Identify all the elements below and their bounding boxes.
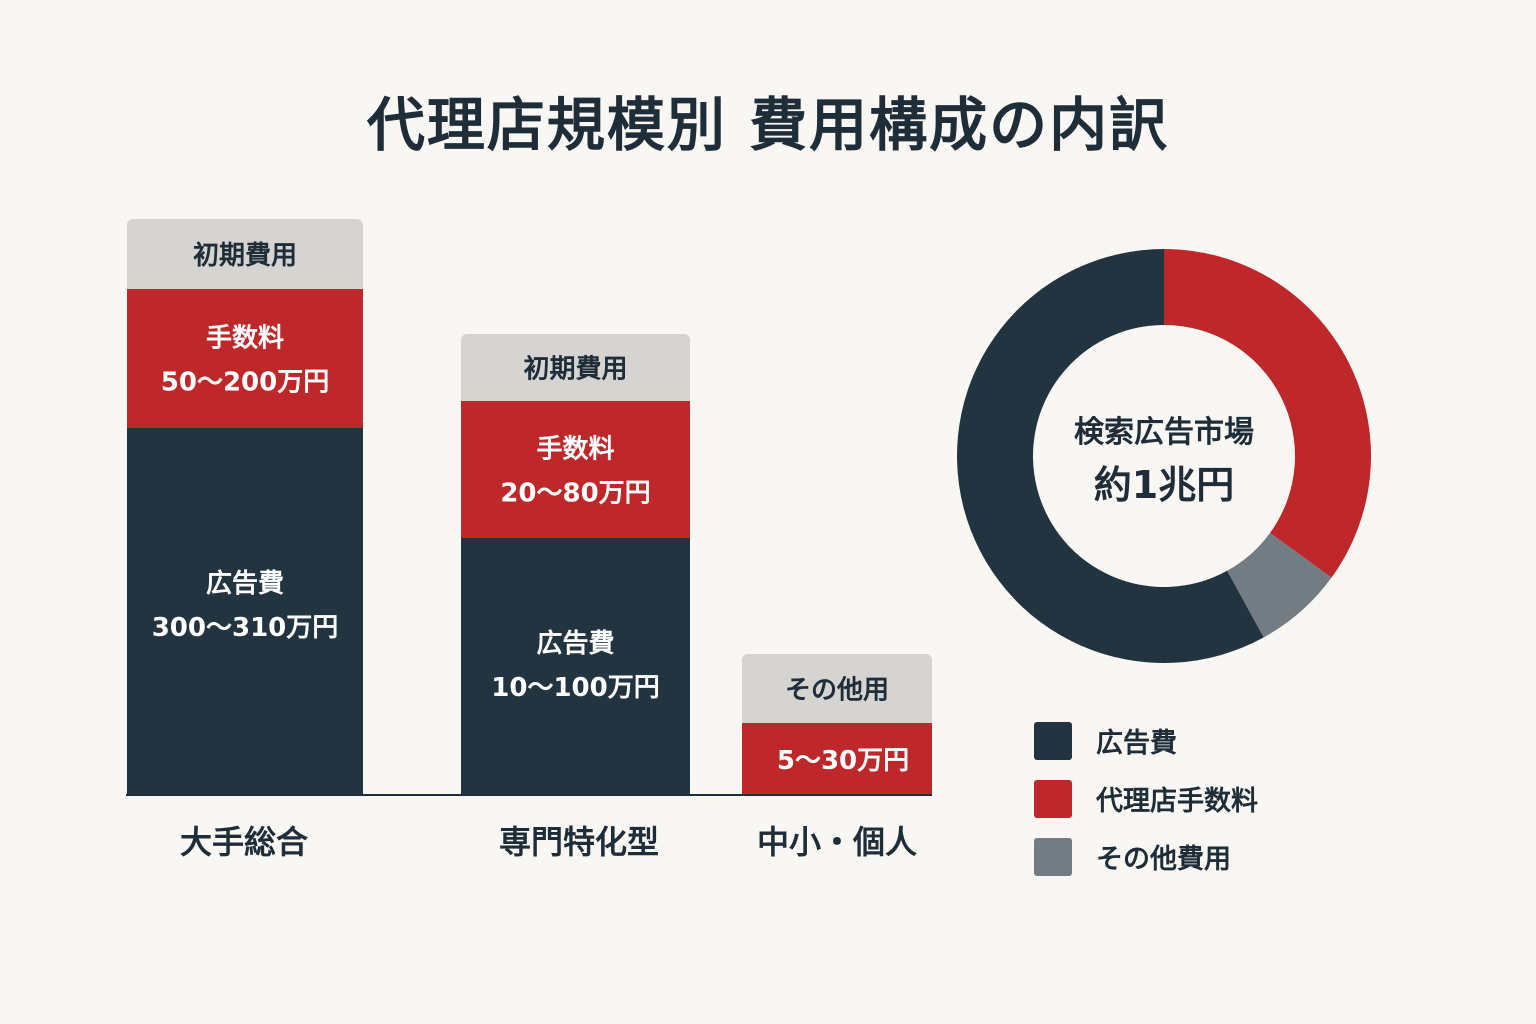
bar-header bbox=[127, 219, 363, 297]
legend-swatch bbox=[1034, 722, 1072, 760]
donut-slice bbox=[1227, 532, 1332, 638]
stacked-bar-group: 初期費用手数料50～200万円広告費300～310万円大手総合初期費用手数料20… bbox=[127, 219, 932, 861]
donut-center-value: 約1兆円 bbox=[1094, 463, 1234, 507]
segment-label: 手数料 bbox=[536, 435, 614, 465]
legend-label: 広告費 bbox=[1096, 727, 1177, 759]
legend-label: 代理店手数料 bbox=[1095, 786, 1258, 817]
legend-swatch bbox=[1034, 780, 1072, 818]
x-tick-label: 専門特化型 bbox=[499, 823, 659, 861]
bar-segment-ad bbox=[461, 538, 690, 795]
legend-item: 広告費 bbox=[1034, 722, 1177, 760]
bar-header-label: 初期費用 bbox=[193, 241, 297, 271]
segment-value: 50～200万円 bbox=[161, 368, 329, 398]
bar-segment-fee bbox=[127, 289, 363, 428]
segment-value: 300～310万円 bbox=[152, 613, 339, 643]
bar-segment-ad bbox=[127, 428, 363, 795]
donut-center-label: 検索広告市場 bbox=[1074, 415, 1254, 450]
segment-value: 5～30万円 bbox=[777, 746, 909, 776]
legend-item: 代理店手数料 bbox=[1034, 780, 1258, 818]
segment-label: 広告費 bbox=[206, 568, 284, 599]
donut-slice bbox=[957, 249, 1264, 663]
legend-item: その他費用 bbox=[1034, 838, 1231, 876]
x-tick-label: 中小・個人 bbox=[757, 823, 917, 861]
bar-header-label: その他用 bbox=[785, 676, 889, 706]
bar-header bbox=[461, 334, 690, 409]
chart-title: 代理店規模別 費用構成の内訳 bbox=[366, 91, 1170, 159]
segment-value: 20～80万円 bbox=[500, 479, 650, 509]
segment-label: 手数料 bbox=[206, 324, 284, 354]
legend-swatch bbox=[1034, 838, 1072, 876]
legend-label: その他費用 bbox=[1096, 844, 1231, 875]
bar-segment-fee bbox=[461, 401, 690, 538]
bar-segment-fee bbox=[742, 723, 932, 795]
bar-header-label: 初期費用 bbox=[523, 355, 627, 385]
x-tick-label: 大手総合 bbox=[180, 823, 308, 861]
bar-header bbox=[742, 654, 932, 731]
segment-value: 10～100万円 bbox=[491, 673, 659, 703]
segment-label: 広告費 bbox=[536, 628, 614, 659]
donut-slice bbox=[1164, 249, 1372, 578]
